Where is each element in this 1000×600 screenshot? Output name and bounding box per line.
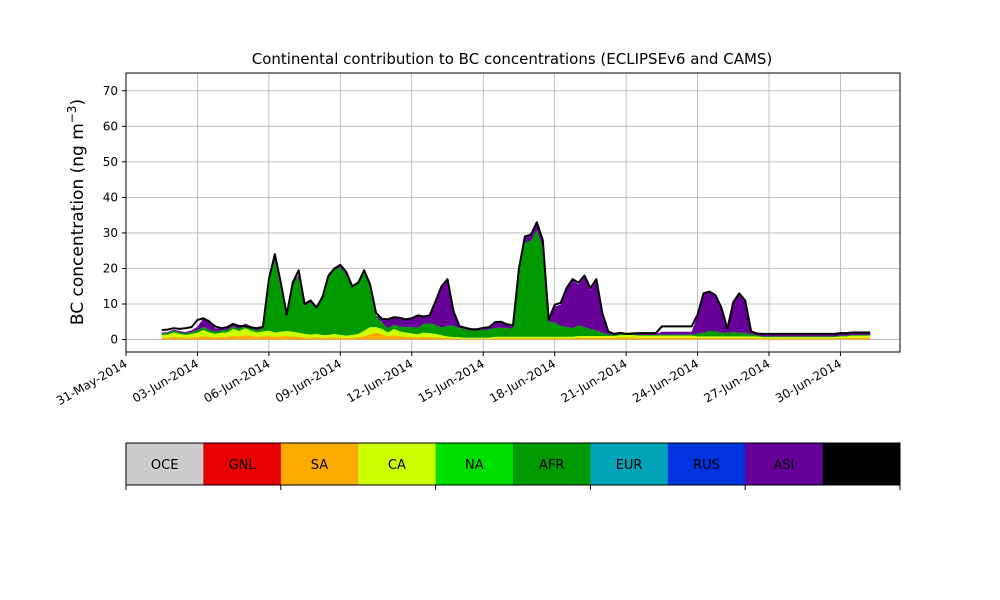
legend-swatch-oce [126,443,204,485]
y-tick-label: 70 [103,84,118,98]
legend-label-sa: SA [311,458,328,473]
y-axis: 0 10 20 30 40 50 60 70 [103,84,126,347]
legend-label-aus: AUS [848,458,875,473]
legend-label-eur: EUR [616,458,643,473]
y-tick-label: 20 [103,261,118,275]
legend-swatch-ca [358,443,437,485]
x-tick-label: 24-Jun-2014 [630,356,701,405]
legend-swatch-na [435,443,514,485]
legend-label-gnl: GNL [229,458,257,473]
x-tick-label: 09-Jun-2014 [273,356,344,405]
legend-swatch-sa [280,443,359,485]
x-tick-label: 31-May-2014 [54,356,129,408]
grid-lines [125,73,900,352]
y-axis-label: BC concentration (ng m−3) [65,99,88,325]
plot-frame [125,72,901,353]
x-tick-label: 18-Jun-2014 [487,356,558,405]
y-tick-label: 10 [103,297,118,311]
legend-label-ca: CA [388,458,406,473]
region-colorbar-legend: OCE GNL SA CA NA AFR EUR RUS ASI AUS [125,442,901,490]
legend-swatch-gnl [203,443,282,485]
legend-label-afr: AFR [539,458,564,473]
x-tick-label: 21-Jun-2014 [559,356,630,405]
y-tick-label: 0 [110,333,118,347]
legend-swatch-aus [822,443,901,485]
y-tick-label: 30 [103,226,118,240]
total-line-layer [161,221,871,335]
y-tick-label: 60 [103,119,118,133]
y-tick-label: 40 [103,190,118,204]
x-tick-label: 03-Jun-2014 [130,356,201,405]
area-sa [161,332,871,340]
x-axis: 31-May-2014 03-Jun-2014 06-Jun-2014 09-Jun-… [54,352,844,408]
plot-background [126,73,900,352]
x-tick-label: 27-Jun-2014 [702,356,773,405]
area-ca [161,327,871,339]
legend-swatch-rus [667,443,746,485]
legend-label-asi: ASI [773,458,794,473]
total-line [161,221,871,335]
y-axis-label-close: ) [68,99,88,106]
y-tick-label: 50 [103,155,118,169]
y-axis-label-superscript: −3 [65,105,79,123]
legend-frame [125,442,901,486]
legend-swatch-afr [513,443,591,485]
legend-label-na: NA [465,458,484,473]
x-tick-label: 12-Jun-2014 [344,356,415,405]
y-axis-label-main: BC concentration (ng m [68,123,88,325]
x-tick-label: 06-Jun-2014 [201,356,272,405]
chart-title: Continental contribution to BC concentra… [252,50,773,68]
legend-label-oce: OCE [151,458,179,473]
x-tick-label: 30-Jun-2014 [773,356,844,405]
area-afr [161,230,871,338]
x-tick-label: 15-Jun-2014 [416,356,487,405]
legend-swatch-asi [745,443,824,485]
legend-label-rus: RUS [693,458,720,473]
legend-swatch-eur [590,443,669,485]
plot-area [125,72,901,353]
